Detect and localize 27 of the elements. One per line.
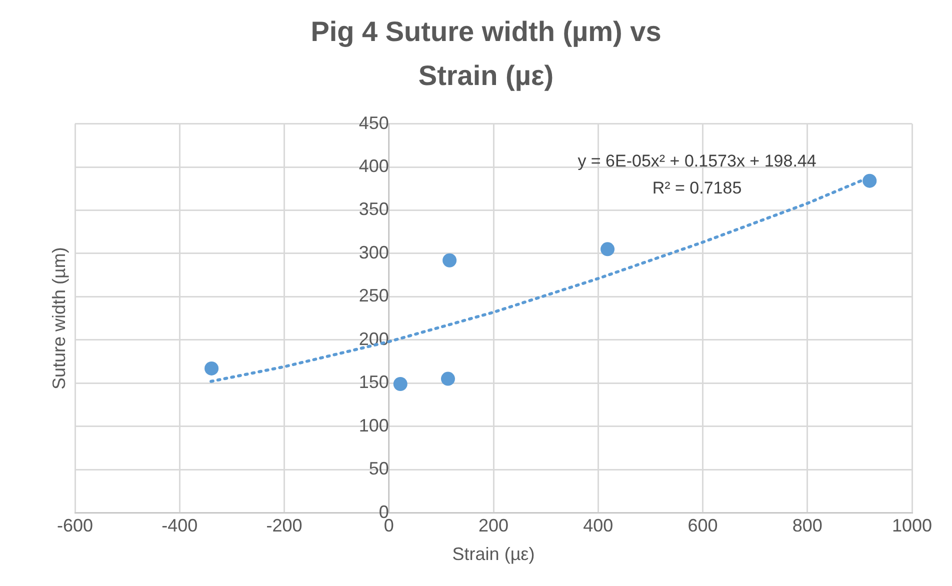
point [440,372,455,386]
point [600,242,615,256]
x-axis-title: Strain (µε) [452,544,535,564]
x-tick-label: -400 [162,516,198,536]
x-tick-label: -200 [266,516,302,536]
x-tick-label: -600 [56,516,94,536]
point [862,174,877,188]
point [204,361,219,376]
annotation: R² = 0.7185 [652,178,742,198]
annotation: y = 6E-05x² + 0.1573x + 198.44 [578,151,816,170]
y-tick-label: 450 [358,112,389,133]
point [442,253,457,268]
y-tick-label: 50 [368,458,389,479]
x-tick-label: 600 [688,516,718,536]
y-tick-label: 300 [358,242,389,262]
x-tick-label: 1000 [892,516,932,536]
x-tick-label: 400 [583,516,614,536]
x-tick-label: 200 [478,516,509,536]
y-tick-label: 100 [358,415,389,436]
y-tick-label: 350 [358,199,389,220]
y-axis-title: Suture width (µm) [48,247,69,390]
chart-title: Pig 4 Suture width (µm) vs Strain (µε) [310,15,662,93]
x-tick-label: 800 [792,516,822,536]
y-tick-label: 400 [358,156,389,176]
y-tick-label: 150 [358,372,389,392]
point [393,377,408,391]
y-tick-label: 250 [358,286,389,306]
